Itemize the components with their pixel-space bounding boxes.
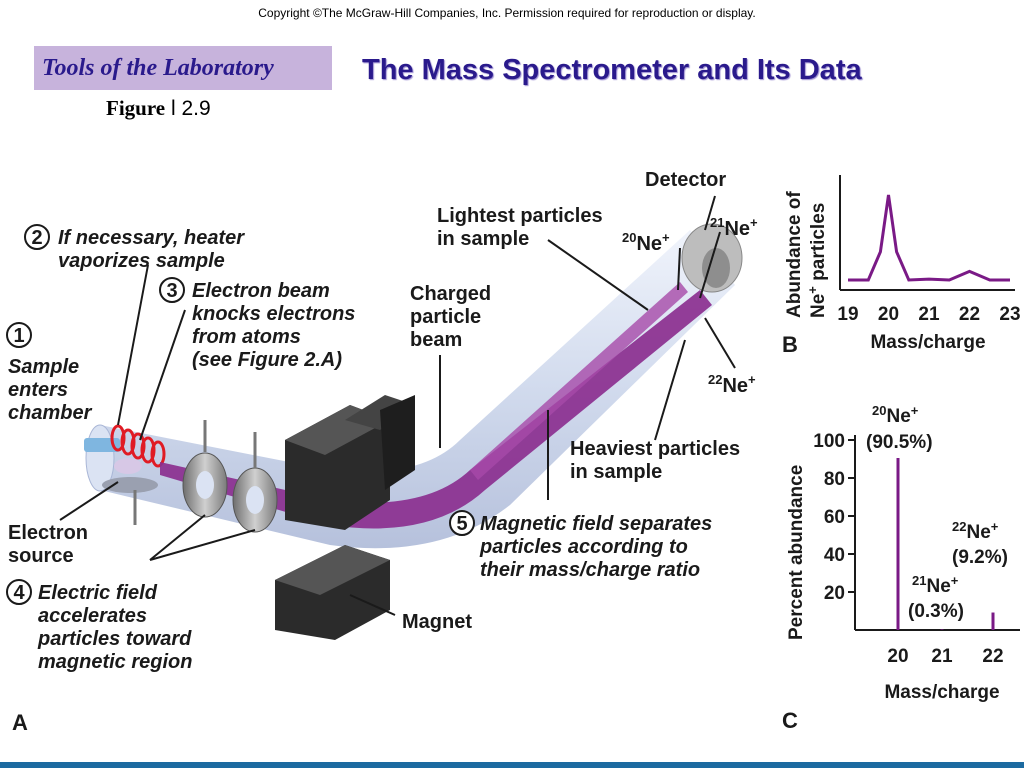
panel-c-ytick-60: 60 [824,507,845,528]
step-1-number: 1 [13,325,24,347]
step-5-number: 5 [456,513,467,535]
svg-text:accelerates: accelerates [38,605,147,627]
step-1-text: Sample enters chamber [8,356,93,424]
peak-label-22: 22Ne+ [952,519,999,543]
peak-percent-22: (9.2%) [952,547,1008,568]
svg-text:chamber: chamber [8,402,93,424]
electron-source-label: Electron source [8,522,88,567]
panel-c-xtick-21: 21 [931,646,953,667]
panel-c-chart: Percent abundance 20 40 60 80 100 20 21 22 Mas… [782,403,1020,733]
svg-text:(see Figure 2.A): (see Figure 2.A) [192,349,342,371]
vaporized-sample [114,458,142,474]
panel-b-ylabel-line2: Ne+ particles [805,203,829,318]
svg-text:Sample: Sample [8,356,79,378]
panel-c-x-ticks: 20 21 22 [887,646,1003,667]
svg-text:Lightest particles: Lightest particles [437,205,603,227]
electron-source-dish [102,477,158,493]
magnet [275,395,415,640]
svg-text:knocks electrons: knocks electrons [192,303,355,325]
svg-text:in sample: in sample [570,461,662,483]
svg-text:enters: enters [8,379,68,401]
figure-number: l 2.9 [170,97,211,120]
step-2-number: 2 [31,227,42,249]
panel-b-x-ticks: 19 20 21 22 23 [837,304,1020,325]
figure-label: Figure l 2.9 [106,96,211,121]
panel-b-xtick-20: 20 [878,304,899,325]
panel-b-xtick-22: 22 [959,304,980,325]
svg-text:particle: particle [410,306,481,328]
copyright-notice: Copyright ©The McGraw-Hill Companies, In… [258,6,756,20]
section-label: Tools of the Laboratory [34,46,332,90]
svg-text:their mass/charge ratio: their mass/charge ratio [480,559,700,581]
step-5-text: Magnetic field separates particles accor… [479,513,712,581]
svg-text:in sample: in sample [437,228,529,250]
panel-c-xlabel: Mass/charge [884,682,999,703]
svg-text:Heaviest particles: Heaviest particles [570,438,740,460]
panel-c-ytick-100: 100 [813,431,845,452]
panel-b-xtick-19: 19 [837,304,858,325]
step-3-text: Electron beam knocks electrons from atom… [192,280,355,371]
svg-text:Electric field: Electric field [38,582,158,604]
panel-b-xtick-21: 21 [918,304,940,325]
panel-c-ytick-40: 40 [824,545,845,566]
step-4-text: Electric field accelerates particles tow… [37,582,192,673]
charged-beam-label: Charged particle beam [410,283,491,351]
panel-c-letter: C [782,708,798,733]
svg-text:source: source [8,545,74,567]
svg-text:beam: beam [410,329,462,351]
panel-b-ylabel-line1: Abundance of [784,191,805,318]
electric-field-plates [133,420,278,533]
svg-text:Charged: Charged [410,283,491,305]
panel-c-ytick-20: 20 [824,583,845,604]
ion-21-label: 21Ne+ [710,215,758,240]
step-2-text: If necessary, heater vaporizes sample [58,227,245,272]
ion-22-label: 22Ne+ [708,372,756,397]
panel-b-letter: B [782,332,798,357]
magnet-label: Magnet [402,611,472,633]
figure-word: Figure [106,96,166,120]
lightest-label: Lightest particles in sample [437,205,603,250]
step-number-circles: 2 3 1 4 5 [6,224,475,605]
panel-c-ylabel: Percent abundance [786,465,807,640]
slide-title: The Mass Spectrometer and Its Data [362,54,862,86]
ion-20-label: 20Ne+ [622,230,670,255]
svg-text:Magnetic field separates: Magnetic field separates [480,513,712,535]
heaviest-label: Heaviest particles in sample [570,438,740,483]
panel-b-spectrum-line [848,194,1010,282]
panel-c-bars [896,458,995,630]
step-3-number: 3 [166,280,177,302]
svg-text:Electron: Electron [8,522,88,544]
svg-text:from atoms: from atoms [192,326,301,348]
panel-a-letter: A [12,710,28,735]
detector-label: Detector [645,169,726,191]
svg-text:If necessary, heater: If necessary, heater [58,227,245,249]
step-4-number: 4 [13,582,25,604]
svg-text:particles according to: particles according to [479,536,688,558]
svg-text:particles toward: particles toward [37,628,192,650]
panel-c-xtick-22: 22 [982,646,1003,667]
panel-c-xtick-20: 20 [887,646,908,667]
heater-coil [110,424,166,468]
detector-center [702,248,730,288]
leader-lines [59,195,736,616]
peak-label-21: 21Ne+ [912,573,959,597]
peak-percent-21: (0.3%) [908,601,964,622]
panel-c-ytick-80: 80 [824,469,845,490]
panel-b-xtick-23: 23 [999,304,1020,325]
panel-c-y-ticks: 20 40 60 80 100 [813,431,855,604]
light-particle-path [470,282,688,480]
panel-b-xlabel: Mass/charge [870,332,985,353]
svg-text:vaporizes sample: vaporizes sample [58,250,225,272]
peak-percent-20: (90.5%) [866,432,933,453]
svg-text:Electron beam: Electron beam [192,280,330,302]
bottom-accent-bar [0,762,1024,768]
panel-b-chart: Abundance of Ne+ particles 19 20 21 22 23 Ma… [782,175,1021,357]
peak-label-20: 20Ne+ [872,403,919,427]
svg-text:magnetic region: magnetic region [38,651,192,673]
